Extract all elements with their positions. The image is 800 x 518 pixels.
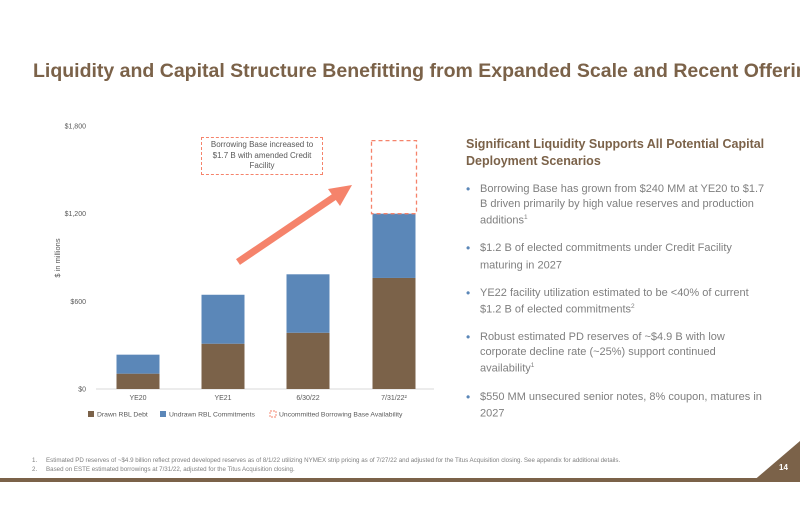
bullet-dot-icon: • (466, 241, 471, 256)
bar-drawn-rbl-debt (286, 332, 330, 389)
footnote-text: Based on ESTE estimated borrowings at 7/… (46, 466, 295, 473)
bar-undrawn-rbl-commitments (201, 294, 245, 344)
borrowing-base-callout: Borrowing Base increased to $1.7 B with … (201, 137, 323, 175)
bullet-item: • Robust estimated PD reserves of ~$4.9 B… (466, 330, 766, 376)
footnotes: 1. Estimated PD reserves of ~$4.9 billio… (32, 456, 732, 474)
bar-drawn-rbl-debt (116, 373, 160, 389)
legend-label-uncommitted: Uncommitted Borrowing Base Availability (279, 412, 403, 419)
y-tick-label: $600 (70, 299, 86, 306)
growth-arrow (236, 185, 352, 265)
bars (116, 139, 418, 389)
x-tick-label: YE20 (129, 395, 146, 402)
legend-swatch-undrawn (160, 411, 166, 417)
footnote-ref: 1 (530, 362, 535, 370)
x-axis-ticks: YE20 YE21 6/30/22 7/31/22² (129, 395, 407, 402)
bullet-item: • $1.2 B of elected commitments under Cre… (466, 241, 766, 273)
bullet-text: Borrowing Base has grown from $240 MM at… (480, 183, 765, 227)
legend-label-undrawn: Undrawn RBL Commitments (169, 412, 255, 419)
bullet-text: YE22 facility utilization estimated to b… (480, 286, 749, 316)
page-number: 14 (779, 463, 788, 472)
bar-undrawn-rbl-commitments (286, 274, 330, 333)
x-tick-label: 6/30/22 (296, 395, 319, 402)
bar-undrawn-rbl-commitments (372, 213, 416, 278)
bullet-dot-icon: • (466, 330, 471, 345)
bullet-dot-icon: • (466, 285, 471, 300)
bullet-item: • $550 MM unsecured senior notes, 8% coup… (466, 390, 766, 422)
x-tick-label: 7/31/22² (381, 395, 407, 402)
bullet-item: • Borrowing Base has grown from $240 MM a… (466, 182, 766, 228)
y-axis-ticks: $0 $600 $1,200 $1,800 (65, 124, 87, 394)
y-tick-label: $0 (78, 387, 86, 394)
legend-label-drawn: Drawn RBL Debt (97, 412, 148, 419)
bullet-text: $550 MM unsecured senior notes, 8% coupo… (480, 390, 762, 420)
bullet-text: Robust estimated PD reserves of ~$4.9 B … (480, 331, 725, 376)
footnote-text: Estimated PD reserves of ~$4.9 billion r… (46, 457, 621, 464)
bullet-dot-icon: • (466, 182, 471, 196)
chart-legend: Drawn RBL Debt Undrawn RBL Commitments U… (88, 410, 403, 419)
bar-uncommitted-availability (370, 139, 418, 215)
y-tick-label: $1,200 (65, 211, 87, 218)
bar-drawn-rbl-debt (201, 343, 245, 389)
legend-swatch-uncommitted (269, 410, 277, 418)
bullet-item: • YE22 facility utilization estimated to … (466, 286, 766, 318)
bullet-dot-icon: • (466, 389, 471, 404)
liquidity-bullet-list: • Borrowing Base has grown from $240 MM a… (466, 182, 766, 421)
y-tick-label: $1,800 (65, 124, 87, 131)
panel-heading: Significant Liquidity Supports All Poten… (466, 137, 765, 168)
footnote-number: 1. (32, 457, 38, 464)
legend-swatch-drawn (88, 411, 94, 417)
bar-drawn-rbl-debt (372, 277, 416, 389)
footnote-item: 2. Based on ESTE estimated borrowings at… (32, 465, 732, 474)
footnote-item: 1. Estimated PD reserves of ~$4.9 billio… (32, 456, 732, 465)
page-title: Liquidity and Capital Structure Benefitt… (33, 60, 800, 82)
footnote-number: 2. (32, 466, 38, 473)
y-axis-label: $ in millions (53, 238, 62, 277)
liquidity-summary-panel: Significant Liquidity Supports All Poten… (466, 136, 766, 434)
footnote-ref: 2 (631, 303, 635, 311)
footnote-ref: 1 (524, 214, 528, 221)
x-tick-label: YE21 (214, 395, 231, 402)
footer-band (0, 478, 800, 482)
bullet-text: $1.2 B of elected commitments under Cred… (480, 242, 732, 272)
bar-undrawn-rbl-commitments (116, 354, 160, 374)
